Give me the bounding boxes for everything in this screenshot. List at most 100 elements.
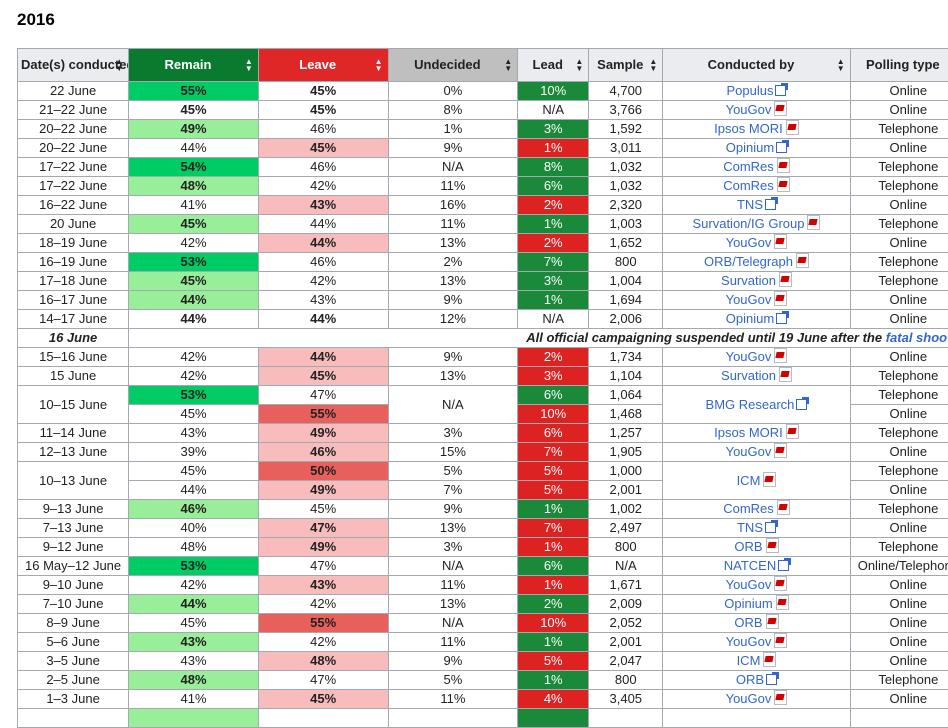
col-header-undecided[interactable]: Undecided▲▼ bbox=[388, 49, 518, 82]
leave-cell: 44% bbox=[258, 215, 388, 234]
pollster-link[interactable]: YouGov bbox=[726, 691, 772, 706]
pollster-cell: ICM bbox=[663, 652, 850, 671]
sample-cell: 2,009 bbox=[589, 595, 663, 614]
pollster-link[interactable]: ICM bbox=[737, 653, 761, 668]
polling-type-cell: Telephone bbox=[850, 272, 948, 291]
pollster-link[interactable]: YouGov bbox=[726, 235, 772, 250]
pdf-icon[interactable] bbox=[779, 367, 792, 382]
pollster-link[interactable]: ORB/Telegraph bbox=[704, 254, 793, 269]
leave-cell: 43% bbox=[258, 291, 388, 310]
pollster-link[interactable]: Ipsos MORI bbox=[714, 121, 783, 136]
pdf-icon[interactable] bbox=[807, 215, 820, 230]
pdf-icon[interactable] bbox=[774, 690, 787, 705]
pdf-icon[interactable] bbox=[774, 234, 787, 249]
col-header-remain[interactable]: Remain▲▼ bbox=[129, 49, 259, 82]
pollster-link[interactable]: YouGov bbox=[726, 102, 772, 117]
pdf-icon[interactable] bbox=[763, 472, 776, 487]
external-link-icon[interactable] bbox=[778, 560, 789, 571]
col-header-date[interactable]: Date(s) conducted▲▼ bbox=[18, 49, 129, 82]
pollster-link[interactable]: ICM bbox=[737, 473, 761, 488]
pdf-icon[interactable] bbox=[774, 101, 787, 116]
date-cell: 18–19 June bbox=[18, 234, 129, 253]
undecided-cell: 8% bbox=[388, 101, 518, 120]
col-header-conducted-by[interactable]: Conducted by▲▼ bbox=[663, 49, 850, 82]
lead-cell: 5% bbox=[518, 652, 589, 671]
sample-cell: 2,320 bbox=[589, 196, 663, 215]
sort-icon[interactable]: ▲▼ bbox=[837, 58, 845, 72]
col-header-sample[interactable]: Sample▲▼ bbox=[589, 49, 663, 82]
lead-cell: 2% bbox=[518, 595, 589, 614]
pollster-link[interactable]: YouGov bbox=[726, 292, 772, 307]
pdf-icon[interactable] bbox=[786, 424, 799, 439]
polling-type-cell: Online bbox=[850, 614, 948, 633]
remain-cell: 42% bbox=[129, 367, 259, 386]
sample-cell: 1,104 bbox=[589, 367, 663, 386]
external-link-icon[interactable] bbox=[765, 199, 776, 210]
pollster-link[interactable]: ORB bbox=[734, 539, 762, 554]
pdf-icon[interactable] bbox=[774, 291, 787, 306]
external-link-icon[interactable] bbox=[765, 522, 776, 533]
pdf-icon[interactable] bbox=[777, 500, 790, 515]
pollster-link[interactable]: BMG Research bbox=[706, 397, 795, 412]
pdf-icon[interactable] bbox=[774, 633, 787, 648]
pdf-icon[interactable] bbox=[774, 576, 787, 591]
pollster-cell: ORB bbox=[663, 614, 850, 633]
pdf-icon[interactable] bbox=[786, 120, 799, 135]
sample-cell: 2,047 bbox=[589, 652, 663, 671]
pdf-icon[interactable] bbox=[776, 595, 789, 610]
pollster-link[interactable]: Opinium bbox=[726, 311, 774, 326]
sort-icon[interactable]: ▲▼ bbox=[245, 58, 253, 72]
pollster-link[interactable]: ComRes bbox=[723, 501, 774, 516]
external-link-icon[interactable] bbox=[775, 85, 786, 96]
pollster-link[interactable]: NATCEN bbox=[724, 558, 776, 573]
pollster-link[interactable]: Ipsos MORI bbox=[714, 425, 783, 440]
sort-icon[interactable]: ▲▼ bbox=[649, 58, 657, 72]
sort-icon[interactable]: ▲▼ bbox=[504, 58, 512, 72]
pdf-icon[interactable] bbox=[766, 614, 779, 629]
external-link-icon[interactable] bbox=[796, 399, 807, 410]
pollster-cell: YouGov bbox=[663, 101, 850, 120]
pollster-link[interactable]: YouGov bbox=[726, 634, 772, 649]
pollster-link[interactable]: Survation/IG Group bbox=[692, 216, 804, 231]
pollster-link[interactable]: TNS bbox=[737, 197, 763, 212]
sort-icon[interactable]: ▲▼ bbox=[115, 58, 123, 72]
sample-cell: 1,032 bbox=[589, 158, 663, 177]
remain-cell: 44% bbox=[129, 481, 259, 500]
pdf-icon[interactable] bbox=[796, 253, 809, 268]
external-link-icon[interactable] bbox=[776, 142, 787, 153]
notice-link[interactable]: fatal shootin bbox=[886, 330, 948, 345]
col-header-lead[interactable]: Lead▲▼ bbox=[518, 49, 589, 82]
pdf-icon[interactable] bbox=[774, 348, 787, 363]
pollster-link[interactable]: Survation bbox=[721, 273, 776, 288]
col-header-polling-type[interactable]: Polling type▲▼ bbox=[850, 49, 948, 82]
pollster-link[interactable]: Survation bbox=[721, 368, 776, 383]
pollster-link[interactable]: Opinium bbox=[726, 140, 774, 155]
pollster-link[interactable]: YouGov bbox=[726, 349, 772, 364]
sample-cell: 1,694 bbox=[589, 291, 663, 310]
date-cell: 5–6 June bbox=[18, 633, 129, 652]
pollster-link[interactable]: ComRes bbox=[723, 159, 774, 174]
pdf-icon[interactable] bbox=[766, 538, 779, 553]
pdf-icon[interactable] bbox=[779, 272, 792, 287]
pollster-link[interactable]: YouGov bbox=[726, 577, 772, 592]
date-cell: 17–22 June bbox=[18, 158, 129, 177]
pollster-link[interactable]: ComRes bbox=[723, 178, 774, 193]
sort-icon[interactable]: ▲▼ bbox=[375, 58, 383, 72]
external-link-icon[interactable] bbox=[766, 674, 777, 685]
pollster-link[interactable]: YouGov bbox=[726, 444, 772, 459]
pdf-icon[interactable] bbox=[763, 652, 776, 667]
col-header-leave[interactable]: Leave▲▼ bbox=[258, 49, 388, 82]
pollster-link[interactable]: ORB bbox=[736, 672, 764, 687]
pdf-icon[interactable] bbox=[777, 177, 790, 192]
pollster-link[interactable]: Populus bbox=[727, 83, 774, 98]
external-link-icon[interactable] bbox=[776, 313, 787, 324]
pollster-link[interactable]: Opinium bbox=[724, 596, 772, 611]
sort-icon[interactable]: ▲▼ bbox=[575, 58, 583, 72]
pdf-icon[interactable] bbox=[777, 158, 790, 173]
pollster-link[interactable]: ORB bbox=[734, 615, 762, 630]
pollster-link[interactable]: TNS bbox=[737, 520, 763, 535]
pdf-icon[interactable] bbox=[774, 443, 787, 458]
